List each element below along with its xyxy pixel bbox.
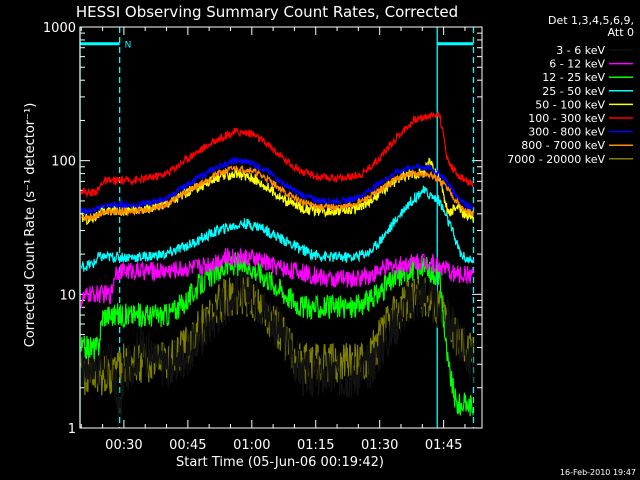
y-tick-label: 10: [59, 288, 76, 303]
x-axis-ticks: 00:30 00:45 01:00 01:15 01:30 01:45: [80, 27, 466, 453]
plot-frame: [79, 26, 483, 429]
legend-entry-label: 100 - 300 keV: [528, 112, 605, 125]
x-tick-label: 01:30: [361, 438, 398, 453]
y-tick-label: 1000: [43, 21, 76, 36]
attenuator-flag: N: [80, 41, 474, 51]
x-tick-label: 01:00: [233, 438, 270, 453]
x-tick-label: 01:45: [425, 438, 462, 453]
series-line-6: [80, 156, 474, 215]
footer-date: 16-Feb-2010 19:47: [560, 468, 636, 477]
series-layer: [80, 111, 474, 426]
x-tick-label: 00:30: [105, 438, 142, 453]
legend-entry-label: 50 - 100 keV: [535, 98, 605, 111]
series-line-7: [81, 165, 474, 222]
legend-entry-label: 25 - 50 keV: [542, 85, 605, 98]
x-tick-label: 00:45: [169, 438, 206, 453]
legend-entry-label: 3 - 6 keV: [556, 44, 605, 57]
x-tick-label: 01:15: [297, 438, 334, 453]
legend-entry-label: 12 - 25 keV: [542, 71, 605, 84]
series-line-0: [80, 267, 474, 426]
series-line-5: [80, 111, 474, 199]
legend-entry-label: 6 - 12 keV: [549, 58, 605, 71]
legend-header-line-2: Att 0: [608, 26, 634, 39]
legend-entry-label: 800 - 7000 keV: [521, 139, 605, 152]
legend-entry-label: 300 - 800 keV: [528, 126, 605, 139]
legend-entry-label: 7000 - 20000 keV: [507, 153, 605, 166]
chart-title: HESSI Observing Summary Count Rates, Cor…: [76, 3, 458, 21]
y-axis-label: Corrected Count Rate (s⁻¹ detector⁻¹): [23, 103, 38, 348]
legend-header-line-1: Det 1,3,4,5,6,9,: [548, 14, 634, 27]
x-axis-label: Start Time (05-Jun-06 00:19:42): [176, 455, 384, 470]
y-tick-label: 100: [51, 155, 76, 170]
series-line-1: [80, 248, 474, 308]
series-line-2: [80, 251, 474, 417]
y-tick-label: 1: [68, 422, 76, 437]
attenuator-label: N: [125, 41, 132, 51]
series-line-3: [80, 185, 474, 272]
